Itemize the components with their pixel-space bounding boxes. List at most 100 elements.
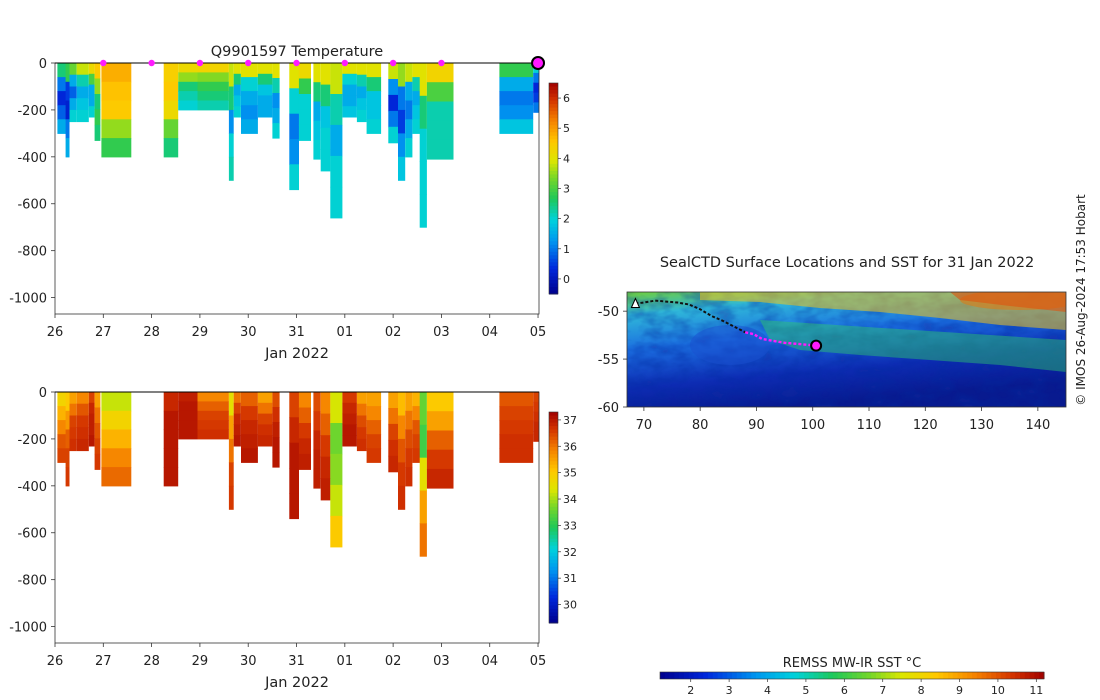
profile-cell bbox=[163, 448, 179, 468]
colorbar-step bbox=[549, 223, 558, 228]
profile-cell bbox=[76, 63, 89, 76]
profile-cell bbox=[298, 124, 311, 141]
profile-cell bbox=[228, 86, 234, 111]
profile-cell bbox=[57, 105, 68, 120]
profile-cell bbox=[272, 407, 280, 423]
colorbar-step bbox=[549, 265, 558, 270]
profile-cell bbox=[69, 74, 77, 87]
profile-cell bbox=[330, 186, 343, 219]
profile-cell bbox=[88, 392, 95, 404]
colorbar-step bbox=[549, 241, 558, 246]
sst-colorbar-step bbox=[943, 672, 949, 679]
profile-cell bbox=[178, 81, 198, 92]
colorbar-step bbox=[549, 237, 558, 242]
colorbar-step bbox=[549, 286, 558, 291]
colorbar-step bbox=[549, 272, 558, 277]
profile-cell bbox=[499, 406, 534, 421]
colorbar-step bbox=[549, 125, 558, 130]
sst-colorbar-step bbox=[933, 672, 939, 679]
sst-colorbar-step bbox=[780, 672, 786, 679]
profile-cell bbox=[533, 102, 539, 113]
profile-cell bbox=[101, 392, 132, 412]
map-y-axis: -50 -55 -60 bbox=[598, 305, 627, 416]
sst-colorbar-step bbox=[847, 672, 853, 679]
profile-cell bbox=[412, 63, 423, 78]
profile-cell bbox=[388, 392, 398, 409]
colorbar-step bbox=[549, 443, 558, 448]
profile-cell bbox=[197, 410, 229, 421]
profile-cell bbox=[499, 420, 534, 435]
profile-cell bbox=[426, 392, 454, 412]
profile-cell bbox=[533, 82, 539, 94]
colorbar-step bbox=[549, 471, 558, 476]
profile-cell bbox=[57, 77, 68, 92]
x-tick-label: 02 bbox=[385, 654, 402, 669]
track-recent bbox=[744, 331, 817, 347]
colorbar-tick-label: 0 bbox=[563, 273, 570, 286]
profile-cell bbox=[405, 392, 413, 412]
colorbar-step bbox=[549, 258, 558, 263]
profile-cell bbox=[289, 164, 299, 191]
colorbar-step bbox=[549, 227, 558, 232]
surfacing-marker bbox=[196, 59, 204, 67]
profile-cell bbox=[57, 119, 68, 134]
profile-cell bbox=[76, 438, 89, 452]
profile-cell bbox=[69, 63, 77, 76]
colorbar-frame bbox=[548, 411, 559, 624]
sst-colorbar-step bbox=[866, 672, 872, 679]
sst-colorbar-step bbox=[1020, 672, 1026, 679]
colorbar-step bbox=[549, 234, 558, 239]
colorbar-step bbox=[549, 542, 558, 547]
sst-colorbar-tick-label: 3 bbox=[726, 684, 733, 697]
colorbar-step bbox=[549, 184, 558, 189]
profile-cell bbox=[94, 78, 101, 95]
sst-colorbar-step bbox=[823, 672, 829, 679]
colorbar-step bbox=[549, 199, 558, 204]
colorbar-step bbox=[549, 100, 558, 105]
profile-cell bbox=[57, 406, 68, 421]
colorbar-step bbox=[549, 209, 558, 214]
colorbar-tick-label: 32 bbox=[563, 546, 577, 559]
profile-cell bbox=[289, 88, 299, 115]
profile-cell bbox=[298, 109, 311, 126]
colorbar-step bbox=[549, 142, 558, 147]
profile-cell bbox=[228, 485, 234, 510]
profile-cell bbox=[65, 119, 70, 139]
profile-cell bbox=[57, 63, 68, 78]
colorbar-step bbox=[549, 167, 558, 172]
profile-cell bbox=[426, 411, 454, 431]
profile-cell bbox=[426, 101, 454, 122]
profile-cell bbox=[101, 138, 132, 158]
profile-cell bbox=[419, 161, 427, 195]
profile-cell bbox=[366, 448, 382, 463]
profile-cell bbox=[163, 467, 179, 487]
profile-cell bbox=[330, 392, 343, 424]
sst-colorbar-step bbox=[684, 672, 690, 679]
colorbar-step bbox=[549, 97, 558, 102]
profile-cell bbox=[426, 139, 454, 160]
profile-cell bbox=[257, 392, 273, 404]
surfacing-marker bbox=[438, 59, 445, 67]
colorbar-tick-label: 31 bbox=[563, 572, 577, 585]
profile-cell bbox=[101, 410, 132, 431]
map-x-tick-label: 90 bbox=[748, 418, 765, 433]
colorbar-step bbox=[549, 128, 558, 133]
profile-cell bbox=[233, 84, 241, 96]
x-tick-label: 01 bbox=[337, 654, 354, 669]
profile-cell bbox=[228, 156, 234, 181]
profile-cell bbox=[76, 403, 89, 416]
profile-cell bbox=[405, 467, 413, 487]
colorbar-step bbox=[549, 584, 558, 589]
sst-colorbar-step bbox=[924, 672, 930, 679]
colorbar-step bbox=[549, 499, 558, 504]
profile-cell bbox=[499, 105, 534, 120]
profile-cell bbox=[197, 420, 229, 430]
profile-cell bbox=[313, 101, 321, 122]
profile-cell bbox=[342, 402, 357, 415]
profile-cell bbox=[398, 156, 406, 181]
profile-cell bbox=[88, 413, 95, 425]
profile-cell bbox=[178, 100, 198, 111]
sst-colorbar-tick-label: 7 bbox=[879, 684, 886, 697]
colorbar-step bbox=[549, 415, 558, 420]
profile-cell bbox=[412, 77, 423, 92]
